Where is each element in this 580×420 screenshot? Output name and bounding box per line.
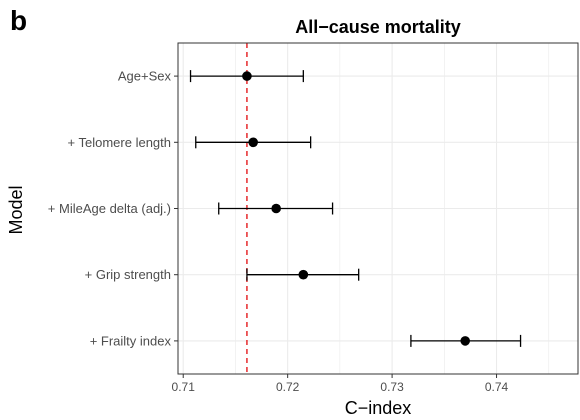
data-point	[242, 71, 252, 81]
y-tick-label: Age+Sex	[118, 69, 172, 84]
y-tick-label: + Telomere length	[68, 135, 171, 150]
y-axis-title: Model	[6, 185, 26, 234]
x-tick-label: 0.73	[380, 380, 404, 394]
data-point	[271, 203, 281, 214]
data-point	[298, 269, 309, 280]
x-axis-title: C−index	[345, 398, 412, 418]
x-tick-label: 0.71	[172, 380, 196, 394]
chart-title: All−cause mortality	[295, 17, 461, 37]
panel-border	[177, 42, 579, 375]
panel-label: b	[10, 5, 27, 36]
y-tick-label: + Grip strength	[85, 267, 171, 282]
data-point	[460, 336, 471, 346]
data-point	[248, 137, 258, 148]
axis-layer: Age+Sex + Telomere length + MileAge delta …	[48, 69, 509, 394]
x-tick-label: 0.74	[485, 380, 509, 394]
marks-layer	[189, 70, 522, 347]
y-tick-label: + Frailty index	[90, 333, 172, 348]
y-tick-label: + MileAge delta (adj.)	[48, 201, 171, 216]
x-tick-label: 0.72	[276, 380, 300, 394]
